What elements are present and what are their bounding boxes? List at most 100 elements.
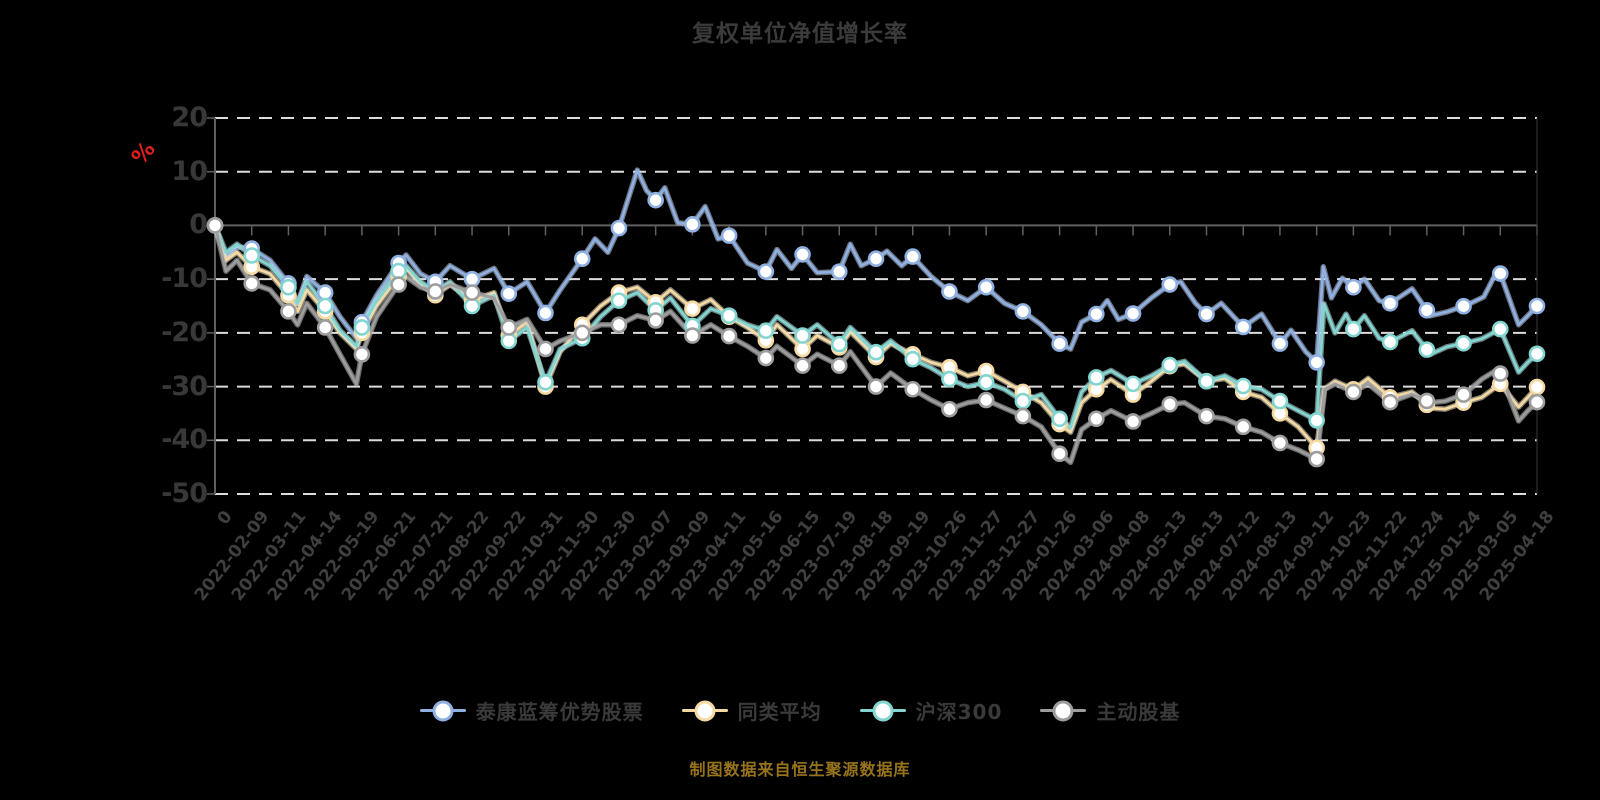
series-marker-0	[1345, 278, 1362, 296]
y-axis-label--10: -10	[161, 263, 208, 295]
series-marker-2	[1051, 410, 1068, 428]
series-marker-2	[720, 307, 738, 324]
series-marker-2	[941, 370, 958, 388]
series-marker-1	[1528, 378, 1546, 396]
series-marker-0	[573, 250, 591, 268]
series-marker-0	[794, 246, 811, 263]
series-marker-2	[1088, 369, 1105, 386]
series-marker-3	[1345, 383, 1362, 401]
series-marker-1	[684, 300, 701, 317]
series-marker-0	[830, 263, 848, 280]
series-marker-2	[794, 327, 811, 344]
series-marker-0	[1491, 265, 1509, 282]
series-marker-3	[1271, 434, 1289, 452]
y-axis-label--50: -50	[161, 478, 208, 509]
series-marker-0	[1014, 303, 1032, 320]
legend-marker-icon	[859, 700, 906, 722]
series-marker-2	[1198, 372, 1215, 390]
series-marker-2	[1491, 320, 1509, 338]
legend-label: 沪深300	[915, 700, 1003, 724]
series-marker-2	[1124, 375, 1142, 393]
chart-legend: 泰康蓝筹优势股票 同类平均 沪深300 主动股基	[0, 696, 1600, 725]
legend-item-0[interactable]: 泰康蓝筹优势股票	[419, 696, 644, 725]
legend-marker-icon	[1040, 700, 1087, 722]
series-marker-2	[1308, 412, 1325, 429]
series-marker-2	[904, 350, 922, 368]
series-marker-0	[1271, 335, 1289, 352]
series-marker-3	[720, 327, 738, 345]
series-marker-0	[1528, 297, 1546, 315]
series-marker-1	[794, 340, 811, 358]
series-marker-3	[353, 346, 371, 363]
series-marker-2	[830, 335, 848, 353]
series-marker-3	[1014, 407, 1032, 425]
series-marker-3	[941, 400, 958, 418]
series-marker-0	[941, 283, 958, 300]
series-marker-0	[1161, 276, 1179, 293]
series-marker-0	[500, 285, 518, 302]
series-marker-2	[353, 319, 371, 336]
series-marker-2	[390, 262, 407, 280]
y-axis-label-0: 0	[189, 209, 208, 241]
series-marker-3	[316, 319, 334, 336]
series-marker-3	[830, 357, 848, 374]
series-marker-3	[757, 349, 775, 367]
series-marker-3	[1418, 392, 1436, 410]
series-marker-0	[610, 219, 628, 237]
series-marker-3	[463, 284, 481, 301]
series-marker-3	[610, 316, 628, 334]
series-marker-2	[243, 247, 261, 264]
series-marker-0	[537, 304, 554, 322]
series-marker-0	[1088, 305, 1105, 323]
series-marker-3	[1051, 445, 1068, 463]
series-marker-2	[1418, 341, 1436, 358]
series-marker-2	[500, 332, 518, 350]
legend-item-1[interactable]: 同类平均	[681, 696, 822, 725]
series-marker-0	[1418, 301, 1436, 319]
series-marker-0	[463, 270, 481, 288]
series-marker-3	[206, 217, 224, 234]
legend-label: 主动股基	[1096, 700, 1181, 724]
series-marker-3	[1198, 407, 1215, 425]
series-marker-2	[1161, 356, 1179, 374]
series-marker-2	[757, 322, 775, 340]
series-marker-2	[867, 343, 885, 361]
series-marker-3	[1161, 395, 1179, 413]
series-marker-3	[977, 391, 995, 409]
series-marker-0	[1455, 297, 1472, 315]
series-marker-3	[904, 380, 922, 398]
legend-marker-icon	[419, 700, 466, 722]
series-marker-3	[794, 357, 811, 374]
series-marker-0	[1124, 305, 1142, 322]
series-marker-2	[1528, 345, 1546, 363]
series-marker-3	[647, 312, 664, 329]
series-marker-3	[390, 276, 407, 293]
legend-item-3[interactable]: 主动股基	[1040, 696, 1180, 725]
chart-title: 复权单位净值增长率	[692, 21, 908, 47]
series-marker-2	[1271, 392, 1289, 410]
y-axis-label-20: 20	[171, 102, 208, 133]
series-marker-0	[316, 284, 334, 301]
series-marker-3	[243, 275, 261, 292]
series-marker-2	[316, 297, 334, 315]
series-marker-0	[1234, 318, 1252, 336]
series-marker-2	[280, 278, 297, 296]
series-marker-2	[610, 292, 628, 309]
series-marker-2	[463, 297, 481, 315]
series-marker-3	[1455, 386, 1472, 403]
series-marker-2	[977, 373, 995, 391]
y-axis-label--20: -20	[161, 316, 208, 348]
series-marker-2	[1345, 320, 1362, 338]
legend-item-2[interactable]: 沪深300	[859, 696, 1003, 725]
series-marker-3	[1088, 410, 1105, 428]
series-marker-2	[1381, 333, 1399, 351]
series-marker-3	[280, 303, 297, 320]
series-marker-3	[1491, 365, 1509, 382]
series-marker-3	[684, 327, 701, 344]
series-marker-0	[1051, 335, 1068, 352]
series-marker-3	[1528, 393, 1546, 411]
series-marker-0	[867, 250, 885, 268]
y-axis-label--40: -40	[161, 424, 208, 456]
